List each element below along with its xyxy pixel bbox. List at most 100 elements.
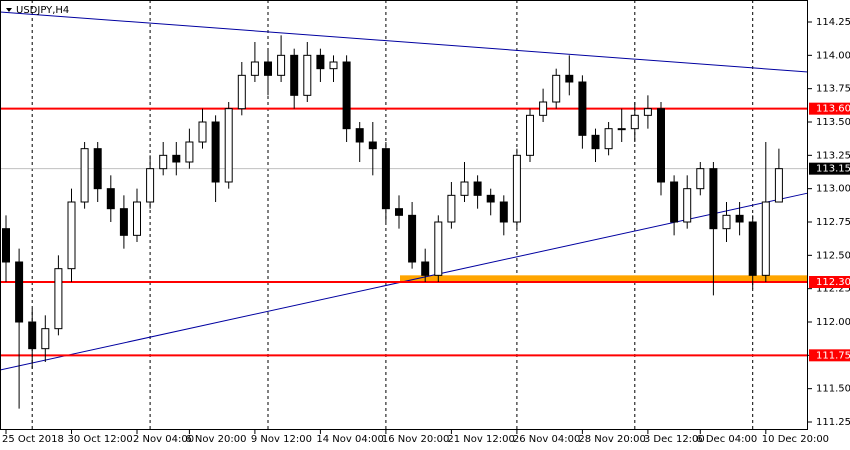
x-tick-label: 10 Dec 20:00 xyxy=(762,434,829,445)
candle-body xyxy=(526,114,534,156)
candle-body xyxy=(80,148,89,203)
candle-body xyxy=(368,141,377,150)
candle-body xyxy=(93,148,102,190)
x-tick-label: 26 Nov 04:00 xyxy=(513,434,580,445)
candle-body xyxy=(264,61,272,76)
y-tick-label: 111.50 xyxy=(816,384,850,395)
plot-area xyxy=(0,0,809,430)
level-label-box xyxy=(809,349,850,362)
trendline xyxy=(0,11,809,73)
candle-body xyxy=(67,201,76,270)
y-tick-label: 113.25 xyxy=(816,150,850,161)
candle-body xyxy=(277,54,286,76)
candle-body xyxy=(735,214,744,223)
level-label-box xyxy=(809,102,850,115)
candle-body xyxy=(447,194,456,223)
candle-body xyxy=(381,148,390,210)
candle-body xyxy=(434,221,443,276)
candle-body xyxy=(119,208,128,236)
candle-body xyxy=(617,128,626,131)
x-tick-label: 9 Nov 12:00 xyxy=(251,434,312,445)
y-tick-label: 114.25 xyxy=(816,17,850,28)
candle-body xyxy=(106,188,115,210)
candle-body xyxy=(54,268,63,330)
candle-body xyxy=(578,81,587,136)
candle-body xyxy=(211,121,220,183)
candle-body xyxy=(15,261,24,323)
candle-body xyxy=(421,261,430,276)
level-label: 111.75 xyxy=(816,350,850,361)
candle-body xyxy=(499,201,508,223)
x-tick-label: 28 Nov 20:00 xyxy=(578,434,645,445)
candle-body xyxy=(643,108,652,116)
candle-body xyxy=(185,141,194,163)
candle-body xyxy=(316,54,325,70)
candle-body xyxy=(539,101,548,116)
y-tick-label: 112.00 xyxy=(816,317,850,328)
x-tick-label: 6 Dec 04:00 xyxy=(696,434,757,445)
candle-body xyxy=(604,128,613,150)
candle-body xyxy=(565,74,574,83)
chart-title: USDJPY,H4 xyxy=(16,5,69,16)
level-label: 112.30 xyxy=(816,277,850,288)
candle-body xyxy=(552,74,561,103)
plot-frame xyxy=(0,0,808,430)
candle-body xyxy=(28,321,37,350)
candle-body xyxy=(408,214,417,263)
candle-body xyxy=(395,208,403,216)
candle-body xyxy=(696,168,705,190)
level-label: 113.15 xyxy=(816,164,850,175)
candle-body xyxy=(250,61,259,76)
candle-body xyxy=(512,154,521,223)
candle-body xyxy=(722,214,731,230)
y-tick-label: 113.75 xyxy=(816,84,850,95)
level-label-box xyxy=(809,162,850,175)
y-tick-label: 114.00 xyxy=(816,50,850,61)
candle-body xyxy=(748,221,757,276)
x-tick-label: 25 Oct 2018 xyxy=(2,434,64,445)
candle-body xyxy=(198,121,207,143)
y-tick-label: 113.50 xyxy=(816,117,850,128)
candle-body xyxy=(630,114,639,130)
candle-body xyxy=(329,61,338,70)
y-tick-label: 111.25 xyxy=(816,417,850,428)
y-tick-label: 112.50 xyxy=(816,250,850,261)
candle-body xyxy=(146,168,155,203)
x-tick-label: 21 Nov 12:00 xyxy=(447,434,514,445)
candle-body xyxy=(303,54,312,96)
candle-body xyxy=(761,201,770,276)
x-tick-label: 14 Nov 04:00 xyxy=(316,434,383,445)
y-tick-label: 113.00 xyxy=(816,184,850,195)
candle-body xyxy=(657,108,665,183)
candle-body xyxy=(342,61,351,130)
y-tick-label: 112.25 xyxy=(816,284,850,295)
candle-body xyxy=(224,108,233,183)
candle-body xyxy=(670,181,679,223)
candle-body xyxy=(591,134,600,150)
candle-body xyxy=(172,154,181,163)
x-tick-label: 30 Oct 12:00 xyxy=(68,434,133,445)
candle-body xyxy=(486,194,495,203)
candle-body xyxy=(41,328,50,350)
candle-body xyxy=(237,74,246,110)
candle-body xyxy=(709,168,718,230)
candle-body xyxy=(159,154,168,170)
candle-body xyxy=(290,54,299,96)
support-zone xyxy=(400,275,808,282)
x-tick-label: 2 Nov 04:00 xyxy=(133,434,194,445)
candle-body xyxy=(133,201,141,236)
candle-body xyxy=(473,181,482,196)
candle-body xyxy=(355,128,364,143)
level-label: 113.60 xyxy=(816,104,850,115)
candle-body xyxy=(2,228,10,263)
candle-body xyxy=(683,188,692,223)
candle-body xyxy=(774,168,783,203)
y-tick-label: 112.75 xyxy=(816,217,850,228)
x-tick-label: 16 Nov 20:00 xyxy=(382,434,449,445)
menu-arrow[interactable] xyxy=(6,8,12,12)
level-label-box xyxy=(809,276,850,288)
x-tick-label: 6 Nov 20:00 xyxy=(185,434,246,445)
x-tick-label: 3 Dec 12:00 xyxy=(644,434,705,445)
